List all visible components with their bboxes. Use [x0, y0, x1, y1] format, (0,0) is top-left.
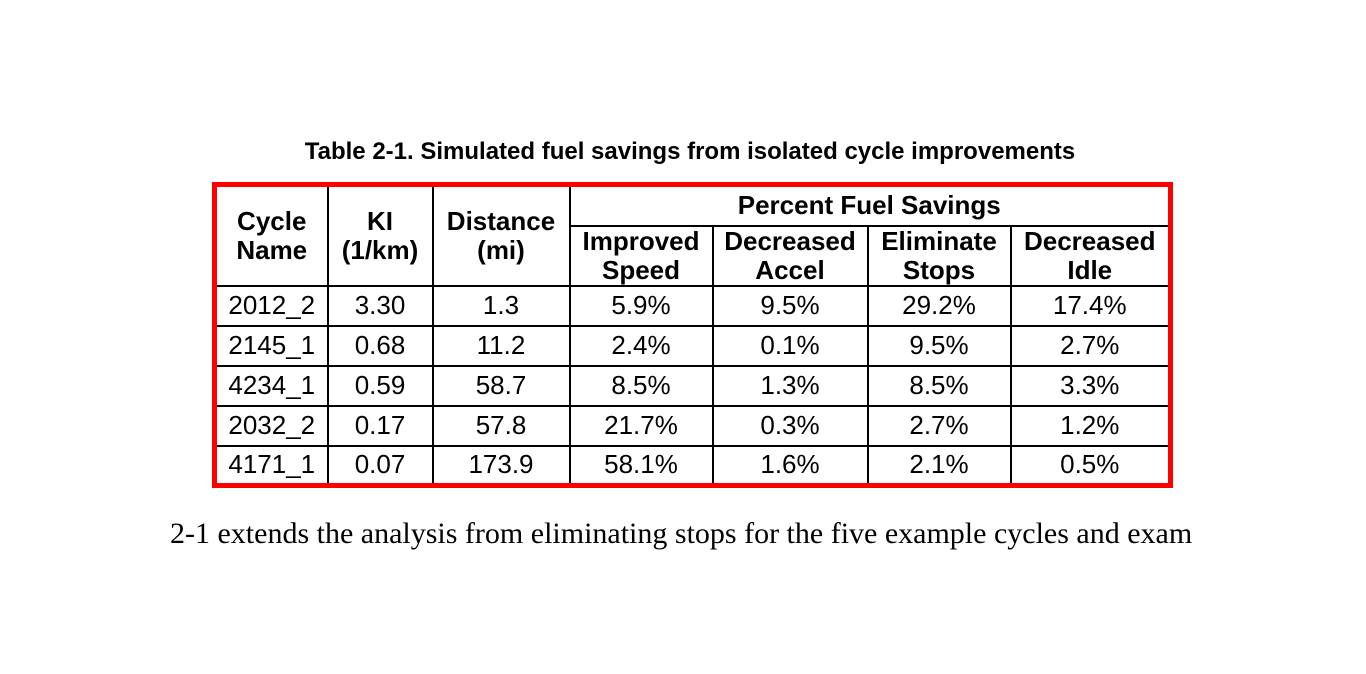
table-header-row-1: Cycle Name KI (1/km) Distance (mi) Perce… [213, 183, 1172, 287]
table-cell: 4234_1 [213, 364, 329, 407]
table-cell: 9.5% [866, 324, 1012, 367]
table-cell: 9.5% [711, 284, 869, 327]
table-row: 4171_1 0.07 173.9 58.1% 1.6% 2.1% 0.5% [213, 444, 1172, 487]
column-header-decreased-accel: Decreased Accel [711, 224, 869, 287]
table-cell: 11.2 [431, 324, 571, 367]
column-header-eliminate-stops: Eliminate Stops [866, 224, 1012, 287]
table-cell: 3.30 [326, 284, 434, 327]
table-cell: 58.7 [431, 364, 571, 407]
table-row: 2145_1 0.68 11.2 2.4% 0.1% 9.5% 2.7% [213, 324, 1172, 367]
table-cell: 2.1% [866, 444, 1012, 487]
group-header-percent-fuel-savings: Percent Fuel Savings [568, 183, 1172, 227]
table-cell: 57.8 [431, 404, 571, 447]
column-header-distance: Distance (mi) [431, 183, 571, 287]
table-cell: 1.3 [431, 284, 571, 327]
table-cell: 58.1% [568, 444, 714, 487]
table-cell: 2.4% [568, 324, 714, 367]
table-cell: 0.3% [711, 404, 869, 447]
column-header-ki: KI (1/km) [326, 183, 434, 287]
table-cell: 2.7% [866, 404, 1012, 447]
table-cell: 29.2% [866, 284, 1012, 327]
table-cell: 0.1% [711, 324, 869, 367]
table-cell: 2012_2 [213, 284, 329, 327]
table-cell: 21.7% [568, 404, 714, 447]
table-cell: 173.9 [431, 444, 571, 487]
table-cell: 2.7% [1009, 324, 1172, 367]
table-cell: 0.68 [326, 324, 434, 367]
table-row: 2012_2 3.30 1.3 5.9% 9.5% 29.2% 17.4% [213, 284, 1172, 327]
table-cell: 1.2% [1009, 404, 1172, 447]
table-cell: 17.4% [1009, 284, 1172, 327]
fuel-savings-table: Cycle Name KI (1/km) Distance (mi) Perce… [212, 182, 1173, 489]
table-cell: 3.3% [1009, 364, 1172, 407]
table-cell: 2032_2 [213, 404, 329, 447]
table-cell: 1.3% [711, 364, 869, 407]
table-caption: Table 2-1. Simulated fuel savings from i… [304, 138, 1076, 165]
table-cell: 8.5% [568, 364, 714, 407]
table-cell: 0.17 [326, 404, 434, 447]
table-row: 2032_2 0.17 57.8 21.7% 0.3% 2.7% 1.2% [213, 404, 1172, 447]
table-cell: 0.59 [326, 364, 434, 407]
column-header-decreased-idle: Decreased Idle [1009, 224, 1172, 287]
table-row: 4234_1 0.59 58.7 8.5% 1.3% 8.5% 3.3% [213, 364, 1172, 407]
table-cell: 8.5% [866, 364, 1012, 407]
column-header-cycle-name: Cycle Name [213, 183, 329, 287]
table-cell: 2145_1 [213, 324, 329, 367]
table-cell: 4171_1 [213, 444, 329, 487]
table-cell: 1.6% [711, 444, 869, 487]
body-text-fragment: 2-1 extends the analysis from eliminatin… [170, 517, 1193, 550]
table-cell: 0.07 [326, 444, 434, 487]
table-header-row-2: Improved Speed Decreased Accel Eliminate… [215, 224, 1172, 287]
table-cell: 0.5% [1009, 444, 1172, 487]
table-cell: 5.9% [568, 284, 714, 327]
column-header-improved-speed: Improved Speed [568, 224, 714, 287]
